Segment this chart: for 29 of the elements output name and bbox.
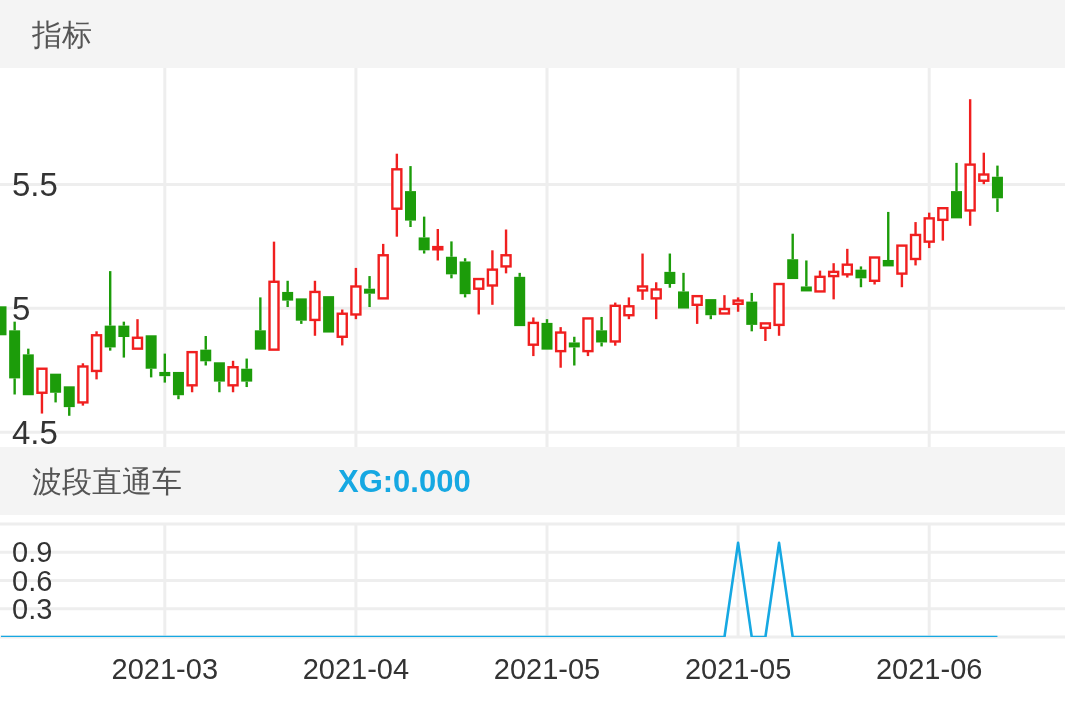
x-tick-label: 2021-06 [875, 653, 983, 685]
candlestick [418, 215, 430, 255]
candlestick [90, 330, 103, 381]
x-tick-label: 2021-03 [111, 653, 219, 685]
candlestick [445, 240, 457, 280]
x-tick-label: 2021-05 [684, 653, 792, 685]
candlestick [9, 320, 21, 396]
candlestick [827, 262, 840, 301]
candlestick [159, 352, 171, 384]
y-tick-label: 4.5 [12, 413, 58, 451]
chart-title: 波段直通车 [32, 465, 182, 498]
candlestick [486, 249, 499, 307]
candlestick [554, 325, 567, 369]
candlestick [596, 315, 608, 348]
candlestick [568, 335, 580, 367]
candlestick [104, 269, 116, 352]
candlestick [909, 220, 922, 267]
chart-title: 指标 [31, 18, 92, 51]
candlestick [282, 279, 294, 309]
candlestick [527, 316, 540, 358]
text: XG:0.000 [338, 464, 471, 499]
x-tick-label: 2021-04 [302, 653, 410, 685]
candlestick [364, 274, 376, 309]
candlestick [405, 164, 416, 229]
candlestick [636, 252, 649, 302]
x-tick-label: 2021-05 [493, 653, 601, 685]
y-tick-label: 5.5 [12, 165, 58, 203]
candlestick [991, 164, 1003, 214]
y-tick-label: 5 [12, 289, 31, 327]
